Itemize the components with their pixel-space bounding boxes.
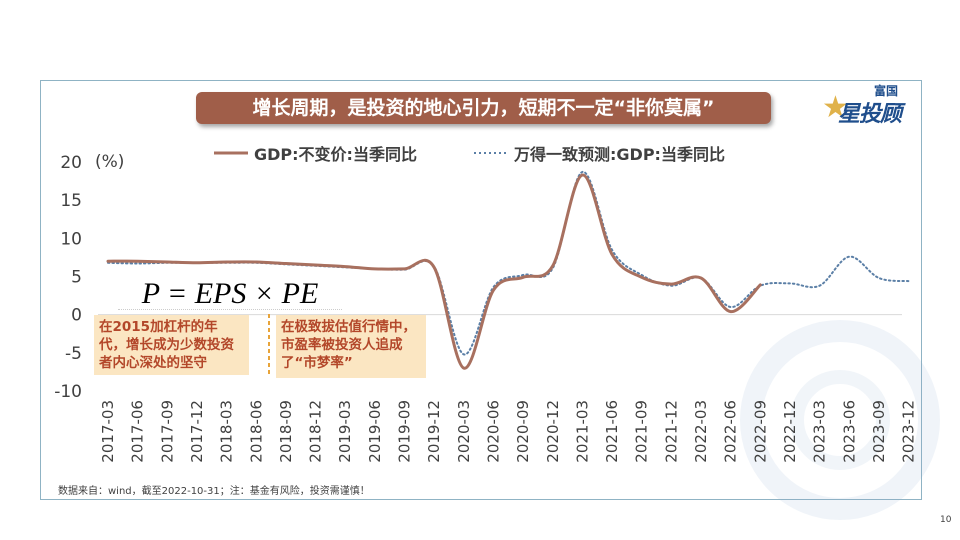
x-tick-label: 2017-09 bbox=[158, 400, 176, 463]
x-tick-label: 2020-12 bbox=[544, 400, 562, 463]
annotation-right: 在极致拔估值行情中，市盈率被投资人追成了“市梦率” bbox=[276, 315, 426, 378]
y-tick-label: -5 bbox=[65, 344, 82, 364]
x-tick-label: 2020-09 bbox=[514, 400, 532, 463]
x-tick-label: 2018-09 bbox=[277, 400, 295, 463]
annotation-divider bbox=[268, 314, 270, 376]
x-tick-label: 2023-09 bbox=[870, 400, 888, 463]
y-tick-label: -10 bbox=[54, 382, 82, 402]
x-tick-label: 2020-06 bbox=[484, 400, 502, 463]
y-tick-label: 10 bbox=[60, 229, 82, 249]
slide-title: 增长周期，是投资的地心引力，短期不一定“非你莫属” bbox=[196, 92, 771, 124]
legend-line-actual bbox=[214, 151, 248, 155]
x-tick-label: 2017-06 bbox=[129, 400, 147, 463]
x-tick-label: 2019-03 bbox=[336, 400, 354, 463]
x-tick-label: 2018-03 bbox=[218, 400, 236, 463]
star-icon: ★ bbox=[822, 90, 849, 125]
x-tick-label: 2020-03 bbox=[455, 400, 473, 463]
x-tick-label: 2022-03 bbox=[692, 400, 710, 463]
brand-logo: ★ 富国 星投顾 bbox=[822, 82, 912, 128]
x-tick-label: 2018-12 bbox=[307, 400, 325, 463]
y-tick-label: 20 bbox=[60, 153, 82, 173]
footer-note: 数据来自：wind，截至2022-10-31；注：基金有风险，投资需谨慎！ bbox=[58, 486, 370, 497]
legend-label-actual: GDP:不变价:当季同比 bbox=[254, 145, 417, 164]
x-tick-label: 2017-12 bbox=[188, 400, 206, 463]
legend-line-forecast bbox=[474, 152, 508, 154]
x-tick-label: 2022-12 bbox=[781, 400, 799, 463]
x-tick-label: 2021-03 bbox=[573, 400, 591, 463]
logo-small-text: 富国 bbox=[874, 84, 899, 98]
y-tick-label: 15 bbox=[60, 191, 82, 211]
page-number: 10 bbox=[940, 515, 952, 525]
x-tick-label: 2023-06 bbox=[840, 400, 858, 463]
x-tick-label: 2018-06 bbox=[247, 400, 265, 463]
x-tick-label: 2021-09 bbox=[633, 400, 651, 463]
x-tick-label: 2019-09 bbox=[396, 400, 414, 463]
legend-label-forecast: 万得一致预测:GDP:当季同比 bbox=[514, 145, 725, 164]
formula: P = EPS × PE bbox=[118, 279, 342, 310]
x-tick-label: 2023-12 bbox=[900, 400, 918, 463]
x-tick-label: 2021-06 bbox=[603, 400, 621, 463]
y-tick-label: 5 bbox=[71, 268, 82, 288]
y-tick-label: 0 bbox=[71, 306, 82, 326]
x-tick-label: 2017-03 bbox=[99, 400, 117, 463]
x-tick-label: 2021-12 bbox=[662, 400, 680, 463]
x-tick-label: 2019-12 bbox=[425, 400, 443, 463]
x-tick-label: 2019-06 bbox=[366, 400, 384, 463]
annotation-left: 在2015加杠杆的年代，增长成为少数投资者内心深处的坚守 bbox=[94, 315, 249, 375]
x-tick-label: 2022-06 bbox=[722, 400, 740, 463]
x-tick-label: 2023-03 bbox=[811, 400, 829, 463]
series-line-actual bbox=[106, 173, 762, 370]
x-tick-label: 2022-09 bbox=[751, 400, 769, 463]
logo-big-text: 星投顾 bbox=[838, 102, 902, 127]
y-axis-unit: (%) bbox=[95, 152, 125, 172]
